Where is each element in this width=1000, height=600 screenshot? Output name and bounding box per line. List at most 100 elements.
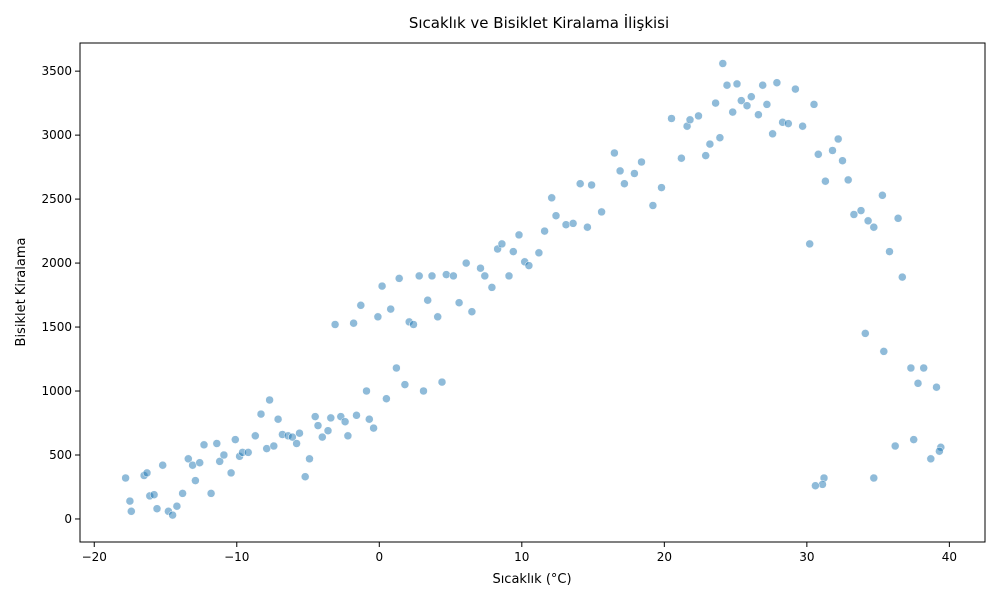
scatter-point xyxy=(215,457,224,466)
scatter-point xyxy=(231,435,240,444)
scatter-point xyxy=(191,476,200,485)
scatter-point xyxy=(838,156,847,165)
scatter-point xyxy=(365,414,374,424)
y-tick-label: 3000 xyxy=(41,128,72,142)
scatter-point xyxy=(362,386,371,396)
scatter-point xyxy=(343,431,353,441)
scatter-point xyxy=(349,318,358,328)
scatter-point xyxy=(898,272,907,282)
scatter-point xyxy=(414,271,424,281)
scatter-point xyxy=(890,441,900,451)
scatter-point xyxy=(305,454,314,464)
scatter-point xyxy=(386,304,395,314)
scatter-point xyxy=(373,312,383,322)
scatter-point xyxy=(504,271,514,281)
y-tick-label: 0 xyxy=(64,512,72,526)
scatter-point xyxy=(212,439,222,448)
scatter-point xyxy=(295,428,304,438)
scatter-point xyxy=(480,271,490,281)
scatter-point xyxy=(172,501,182,511)
scatter-point xyxy=(400,380,410,389)
scatter-point xyxy=(909,435,918,444)
scatter-point xyxy=(149,490,159,499)
scatter-point xyxy=(814,150,823,159)
scatter-point xyxy=(926,454,936,464)
scatter-point xyxy=(454,298,464,307)
scatter-point xyxy=(762,100,772,109)
scatter-point xyxy=(568,219,578,228)
scatter-point xyxy=(476,263,485,273)
scatter-point xyxy=(158,460,167,470)
scatter-point xyxy=(423,295,432,305)
scatter-point xyxy=(843,175,853,185)
scatter-point xyxy=(356,301,366,310)
scatter-point xyxy=(188,460,197,470)
scatter-point xyxy=(828,146,837,155)
scatter-point xyxy=(701,151,710,160)
scatter-point xyxy=(722,80,732,90)
scatter-point xyxy=(292,439,301,448)
scatter-point xyxy=(514,230,524,240)
scatter-point xyxy=(427,271,437,281)
scatter-point xyxy=(879,347,889,356)
scatter-point xyxy=(893,214,903,223)
y-tick-label: 2500 xyxy=(41,192,72,206)
scatter-point xyxy=(615,166,625,176)
scatter-point xyxy=(878,191,887,200)
scatter-point xyxy=(935,446,944,456)
scatter-point xyxy=(919,363,928,373)
scatter-point xyxy=(437,377,447,387)
plot-frame xyxy=(79,42,986,543)
scatter-point xyxy=(715,133,725,142)
x-axis-label: Sıcaklık (°C) xyxy=(492,572,571,587)
scatter-point xyxy=(737,96,746,105)
scatter-point xyxy=(340,417,350,426)
scatter-point xyxy=(547,193,556,203)
scatter-point xyxy=(262,444,271,453)
scatter-point xyxy=(300,472,310,481)
scatter-point xyxy=(524,261,534,270)
scatter-point xyxy=(288,432,297,442)
scatter-point xyxy=(809,100,819,109)
scatter-point xyxy=(863,216,873,226)
scatter-point xyxy=(869,473,879,483)
scatter-point xyxy=(677,153,686,163)
scatter-point xyxy=(168,510,177,520)
scatter-point xyxy=(747,92,756,101)
scatter-point xyxy=(449,271,458,281)
scatter-point xyxy=(461,258,471,268)
scatter-point xyxy=(587,180,596,190)
scatter-point xyxy=(620,179,629,188)
x-tick-label: 40 xyxy=(942,550,957,564)
scatter-point xyxy=(637,157,646,167)
scatter-point xyxy=(610,148,619,158)
scatter-point xyxy=(369,423,378,433)
scatter-point xyxy=(861,329,870,338)
scatter-point xyxy=(913,379,923,388)
scatter-point xyxy=(409,320,418,329)
scatter-point xyxy=(152,504,162,513)
scatter-point xyxy=(932,382,941,392)
scatter-point xyxy=(849,210,859,219)
x-axis: −20 −10 0 10 20 30 40 xyxy=(82,542,957,564)
scatter-point xyxy=(728,107,737,117)
y-axis: 0 500 1000 1500 2000 2500 3000 3500 xyxy=(41,64,80,526)
scatter-point xyxy=(805,239,814,249)
scatter-point xyxy=(705,139,715,149)
scatter-point xyxy=(772,78,782,87)
scatter-point xyxy=(718,59,728,68)
scatter-point xyxy=(127,507,136,516)
scatter-point xyxy=(821,176,830,186)
scatter-point xyxy=(856,206,866,215)
scatter-point xyxy=(467,307,477,316)
scatter-point xyxy=(818,480,827,489)
scatter-point xyxy=(540,226,549,236)
scatter-point xyxy=(509,247,518,256)
scatter-point xyxy=(184,454,193,464)
scatter-point xyxy=(561,220,571,229)
scatter-point xyxy=(273,414,283,424)
y-tick-label: 500 xyxy=(49,448,72,462)
x-tick-label: 10 xyxy=(514,550,529,564)
y-tick-label: 1000 xyxy=(41,384,72,398)
